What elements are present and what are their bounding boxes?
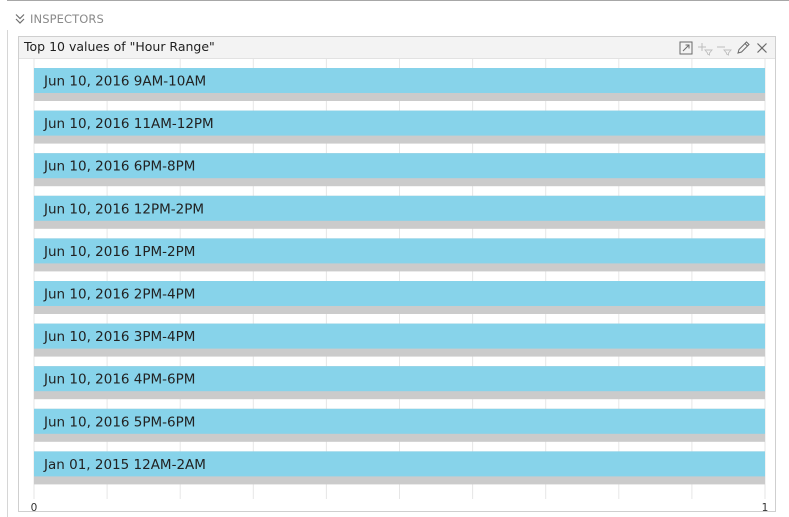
bar-label: Jun 10, 2016 3PM-4PM (43, 329, 195, 345)
x-tick-label: 0 (31, 502, 38, 511)
close-icon[interactable] (754, 40, 770, 56)
bar[interactable] (34, 195, 765, 221)
edit-icon[interactable] (735, 40, 751, 56)
bar-label: Jun 10, 2016 1PM-2PM (43, 244, 195, 260)
bar-label: Jun 10, 2016 5PM-6PM (43, 414, 195, 430)
bar[interactable] (34, 323, 765, 349)
bar[interactable] (34, 153, 765, 179)
remove-filter-icon[interactable] (716, 40, 732, 56)
bar-label: Jun 10, 2016 12PM-2PM (43, 201, 204, 217)
bar-label: Jun 10, 2016 6PM-8PM (43, 159, 195, 175)
top-values-chart: Jun 10, 2016 9AM-10AM Jun 10, 2016 11AM-1… (31, 59, 769, 511)
bar-label: Jun 10, 2016 9AM-10AM (43, 74, 206, 90)
bar[interactable] (34, 451, 765, 477)
expand-icon[interactable] (678, 40, 694, 56)
inspector-panel: Top 10 values of "Hour Range" (18, 36, 776, 512)
bar-label: Jun 10, 2016 4PM-6PM (43, 372, 195, 388)
bar[interactable] (34, 110, 765, 136)
panel-header: Top 10 values of "Hour Range" (19, 37, 775, 59)
bar[interactable] (34, 281, 765, 306)
section-left-border (7, 30, 8, 517)
inspectors-label: INSPECTORS (30, 12, 104, 26)
inspectors-section-header[interactable]: INSPECTORS (13, 9, 104, 29)
bar[interactable] (34, 366, 765, 392)
bar-label: Jun 10, 2016 2PM-4PM (43, 287, 195, 303)
panel-title: Top 10 values of "Hour Range" (24, 39, 215, 54)
x-tick-label: 1 (762, 502, 769, 511)
top-divider (7, 0, 789, 1)
double-chevron-down-icon[interactable] (13, 12, 27, 26)
bar[interactable] (34, 68, 765, 93)
bar-label: Jan 01, 2015 12AM-2AM (43, 457, 206, 473)
bar[interactable] (34, 408, 765, 434)
add-filter-icon[interactable] (697, 40, 713, 56)
bar-label: Jun 10, 2016 11AM-12PM (43, 116, 214, 132)
bar[interactable] (34, 238, 765, 264)
panel-toolbar (675, 40, 770, 56)
